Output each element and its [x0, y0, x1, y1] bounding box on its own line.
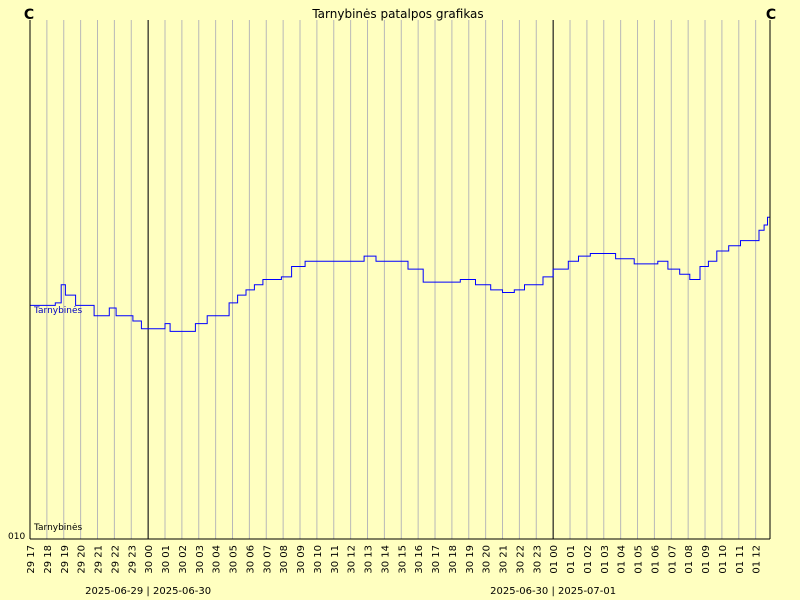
- grid-lines: [29, 20, 757, 539]
- x-tick-label: 30 05: [229, 545, 240, 574]
- x-tick-label: 30 09: [296, 545, 307, 574]
- x-tick-label: 01 08: [684, 545, 695, 574]
- x-tick-label: 01 00: [549, 545, 560, 574]
- day-boundary-label: 2025-06-29 | 2025-06-30: [85, 586, 211, 597]
- series-label: Tarnybinės: [33, 306, 83, 316]
- bottom-series-label: Tarnybinės: [33, 523, 83, 533]
- x-tick-label: 30 13: [364, 545, 375, 574]
- x-tick-label: 29 23: [127, 545, 138, 574]
- x-tick-label: 30 19: [465, 545, 476, 574]
- x-tick-label: 30 20: [482, 545, 493, 574]
- chart-title: Tarnybinės patalpos grafikas: [311, 7, 483, 21]
- x-tick-label: 30 14: [380, 545, 391, 574]
- day-boundary-lines: [147, 20, 554, 539]
- x-tick-label: 29 17: [26, 545, 37, 574]
- x-tick-label: 30 15: [397, 545, 408, 574]
- x-tick-label: 01 09: [701, 545, 712, 574]
- x-tick-labels: 29 17 29 18 29 19 29 20 29 21 29 22 29 23 30 00…: [26, 545, 763, 574]
- x-tick-label: 29 20: [77, 545, 88, 574]
- x-tick-label: 30 21: [499, 545, 510, 574]
- x-tick-label: 30 22: [515, 545, 526, 574]
- x-tick-label: 01 02: [583, 545, 594, 574]
- x-tick-label: 01 10: [718, 545, 729, 574]
- x-tick-label: 30 02: [178, 545, 189, 574]
- x-tick-label: 30 01: [161, 545, 172, 574]
- x-tick-label: 01 04: [617, 545, 628, 574]
- x-tick-label: 01 12: [752, 545, 763, 574]
- x-tick-label: 30 23: [532, 545, 543, 574]
- x-tick-label: 30 18: [448, 545, 459, 574]
- series-line: [30, 216, 770, 332]
- day-boundary-labels: 2025-06-29 | 2025-06-30 2025-06-30 | 2025…: [85, 586, 616, 597]
- corner-label-left: C: [24, 7, 34, 23]
- x-tick-label: 30 06: [245, 545, 256, 574]
- x-tick-label: 01 11: [735, 545, 746, 574]
- x-tick-label: 29 22: [110, 545, 121, 574]
- x-tick-label: 30 16: [414, 545, 425, 574]
- x-tick-label: 30 00: [144, 545, 155, 574]
- x-tick-label: 29 21: [94, 545, 105, 574]
- x-tick-label: 30 07: [262, 545, 273, 574]
- x-tick-label: 01 06: [650, 545, 661, 574]
- x-tick-label: 30 08: [279, 545, 290, 574]
- x-tick-label: 30 03: [195, 545, 206, 574]
- x-tick-label: 30 12: [347, 545, 358, 574]
- x-tick-label: 30 11: [330, 545, 341, 574]
- x-tick-label: 29 19: [60, 545, 71, 574]
- x-tick-label: 29 18: [43, 545, 54, 574]
- day-boundary-label: 2025-06-30 | 2025-07-01: [490, 586, 616, 597]
- x-tick-label: 01 01: [566, 545, 577, 574]
- x-tick-label: 01 07: [667, 545, 678, 574]
- x-tick-label: 01 03: [600, 545, 611, 574]
- x-tick-label: 30 10: [313, 545, 324, 574]
- x-tick-label: 30 04: [212, 545, 223, 574]
- corner-label-right: C: [766, 7, 776, 23]
- x-tick-label: 30 17: [431, 545, 442, 574]
- x-tick-label: 01 05: [634, 545, 645, 574]
- y-tick-label: 010: [8, 532, 25, 542]
